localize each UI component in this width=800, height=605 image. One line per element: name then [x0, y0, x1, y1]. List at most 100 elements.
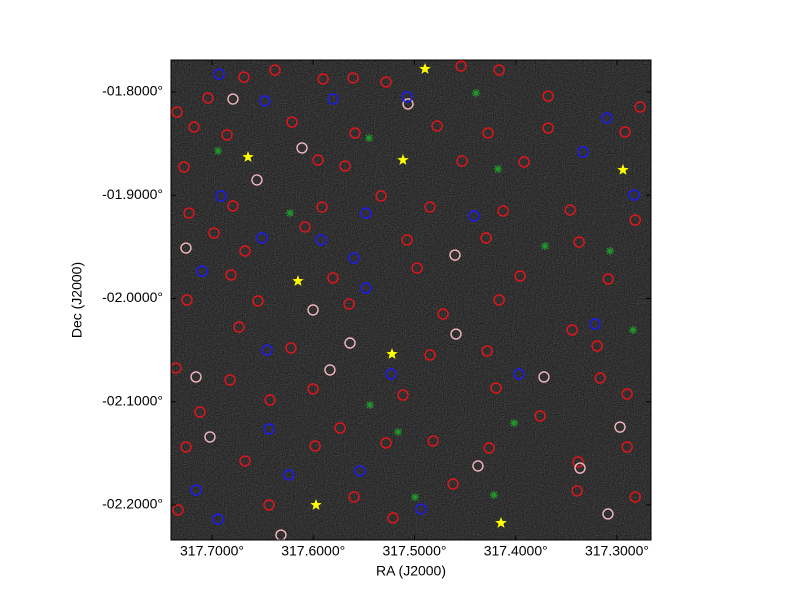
- source-plus: [540, 242, 549, 251]
- source-circle: [315, 234, 327, 246]
- source-circle: [343, 298, 355, 310]
- source-circle: [629, 214, 641, 226]
- source-circle: [602, 273, 614, 285]
- y-axis-label: Dec (J2000): [69, 262, 85, 338]
- source-circle: [196, 265, 208, 277]
- source-plus: [365, 400, 374, 409]
- source-circle: [269, 64, 281, 76]
- source-circle: [256, 232, 268, 244]
- source-circle: [401, 234, 413, 246]
- source-circle: [344, 337, 356, 349]
- source-star: [242, 151, 254, 162]
- source-circle: [194, 406, 206, 418]
- source-circle: [387, 512, 399, 524]
- source-circle: [621, 441, 633, 453]
- source-circle: [212, 513, 224, 525]
- source-circle: [307, 383, 319, 395]
- source-plus: [494, 165, 503, 174]
- source-circle: [577, 146, 589, 158]
- source-circle: [619, 126, 631, 138]
- source-circle: [348, 491, 360, 503]
- source-circle: [316, 201, 328, 213]
- source-circle: [233, 321, 245, 333]
- source-circle: [190, 484, 202, 496]
- source-circle: [601, 112, 613, 124]
- source-circle: [296, 142, 308, 154]
- source-circle: [172, 504, 184, 516]
- source-circle: [204, 431, 216, 443]
- source-circle: [264, 394, 276, 406]
- source-circle: [252, 295, 264, 307]
- source-circle: [573, 236, 585, 248]
- source-plus: [410, 493, 419, 502]
- source-circle: [224, 374, 236, 386]
- y-tick-label: -01.8000°: [102, 83, 163, 99]
- source-circle: [286, 116, 298, 128]
- source-circle: [629, 491, 641, 503]
- source-circle: [227, 200, 239, 212]
- source-star: [419, 63, 431, 74]
- source-circle: [572, 456, 584, 468]
- x-axis-label: RA (J2000): [376, 563, 446, 579]
- x-tick-label: 317.5000°: [382, 543, 446, 559]
- x-tick-label: 317.6000°: [281, 543, 345, 559]
- source-circle: [493, 294, 505, 306]
- source-circle: [628, 189, 640, 201]
- source-circle: [621, 388, 633, 400]
- sky-noise: [171, 60, 651, 540]
- source-circle: [347, 72, 359, 84]
- source-circle: [299, 221, 311, 233]
- source-star: [617, 164, 629, 175]
- source-circle: [614, 421, 626, 433]
- source-circle: [449, 249, 461, 261]
- source-plus: [213, 146, 222, 155]
- source-circle: [514, 270, 526, 282]
- source-circle: [424, 349, 436, 361]
- source-star: [397, 154, 409, 165]
- source-circle: [424, 201, 436, 213]
- source-plus: [628, 325, 637, 334]
- source-circle: [480, 232, 492, 244]
- source-circle: [239, 245, 251, 257]
- markers: [171, 60, 646, 540]
- source-circle: [634, 101, 646, 113]
- source-circle: [180, 242, 192, 254]
- source-circle: [589, 318, 601, 330]
- source-circle: [518, 156, 530, 168]
- x-tick-label: 317.7000°: [180, 543, 244, 559]
- source-circle: [324, 364, 336, 376]
- source-circle: [221, 129, 233, 141]
- source-circle: [360, 282, 372, 294]
- source-circle: [472, 460, 484, 472]
- source-circle: [542, 122, 554, 134]
- source-plus: [605, 247, 614, 256]
- source-circle: [190, 371, 202, 383]
- source-circle: [327, 272, 339, 284]
- x-tick-label: 317.3000°: [585, 543, 649, 559]
- source-circle: [455, 60, 467, 72]
- source-circle: [202, 92, 214, 104]
- source-circle: [208, 227, 220, 239]
- source-circle: [447, 478, 459, 490]
- source-star: [386, 348, 398, 359]
- source-circle: [490, 382, 502, 394]
- source-circle: [261, 344, 273, 356]
- source-circle: [339, 160, 351, 172]
- source-circle: [225, 269, 237, 281]
- source-circle: [542, 90, 554, 102]
- source-circle: [380, 76, 392, 88]
- source-circle: [468, 210, 480, 222]
- source-plus: [365, 134, 374, 143]
- plot-frame: [170, 59, 652, 541]
- source-circle: [427, 435, 439, 447]
- source-circle: [411, 262, 423, 274]
- source-circle: [591, 340, 603, 352]
- source-circle: [483, 442, 495, 454]
- source-circle: [574, 462, 586, 474]
- y-tick-label: -01.9000°: [102, 186, 163, 202]
- source-circle: [275, 529, 287, 540]
- source-circle: [238, 71, 250, 83]
- source-circle: [349, 127, 361, 139]
- source-circle: [380, 437, 392, 449]
